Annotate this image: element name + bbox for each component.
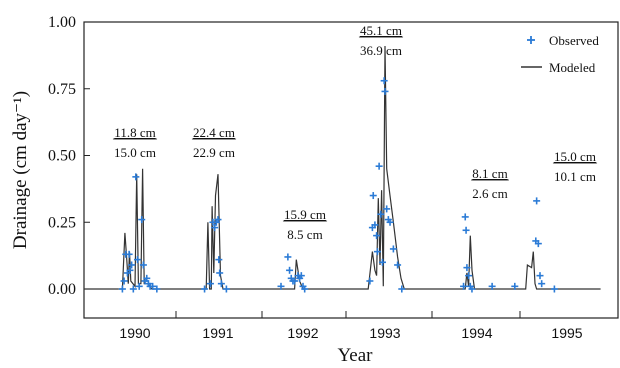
- annotation-observed-total: 15.9 cm: [284, 207, 326, 222]
- observed-point: [132, 173, 140, 181]
- observed-point: [211, 224, 219, 232]
- x-tick-label: 1995: [551, 325, 582, 341]
- observed-point: [398, 285, 406, 293]
- observed-point: [463, 264, 471, 272]
- y-axis: 0.00 0.25 0.50 0.75 1.00: [48, 14, 90, 298]
- observed-point: [511, 282, 519, 290]
- observed-point: [381, 87, 389, 95]
- y-tick-label: 1.00: [48, 14, 76, 31]
- y-tick-label: 0.75: [48, 81, 76, 98]
- observed-point: [216, 269, 224, 277]
- observed-point: [462, 226, 470, 234]
- observed-point: [153, 285, 161, 293]
- observed-point: [538, 280, 546, 288]
- legend-observed-label: Observed: [549, 33, 599, 48]
- observed-point: [378, 258, 386, 266]
- annotation-modeled-total: 8.5 cm: [287, 227, 322, 242]
- observed-point: [533, 197, 541, 205]
- observed-point: [214, 216, 222, 224]
- observed-point: [126, 266, 134, 274]
- observed-point: [536, 272, 544, 280]
- observed-point: [118, 285, 126, 293]
- observed-point: [375, 162, 383, 170]
- observed-point: [373, 232, 381, 240]
- observed-point: [550, 285, 558, 293]
- annotation-observed-total: 45.1 cm: [360, 23, 402, 38]
- observed-point: [134, 256, 142, 264]
- annotation-modeled-total: 15.0 cm: [114, 145, 156, 160]
- annual-total-annotations: 11.8 cm 15.0 cm 22.4 cm 22.9 cm 15.9 cm 8.5 c…: [112, 23, 598, 242]
- legend: Observed Modeled: [521, 33, 599, 75]
- x-axis: 1990 1991 1992 1993 1994 1995: [119, 311, 583, 341]
- observed-point: [120, 277, 128, 285]
- observed-point: [386, 218, 394, 226]
- observed-point: [291, 277, 299, 285]
- observed-point: [383, 205, 391, 213]
- observed-point: [465, 272, 473, 280]
- x-tick-label: 1991: [202, 325, 233, 341]
- x-tick-label: 1993: [369, 325, 400, 341]
- observed-point: [377, 210, 385, 218]
- annotation-observed-total: 11.8 cm: [114, 125, 155, 140]
- x-tick-label: 1992: [287, 325, 318, 341]
- observed-point: [371, 221, 379, 229]
- observed-point: [138, 216, 146, 224]
- x-axis-title: Year: [337, 345, 373, 366]
- observed-point: [135, 282, 143, 290]
- annotation-observed-total: 8.1 cm: [472, 166, 507, 181]
- legend-observed-marker: [527, 36, 535, 44]
- observed-point: [201, 285, 209, 293]
- observed-series: [118, 77, 558, 293]
- observed-point: [128, 261, 136, 269]
- observed-point: [366, 277, 374, 285]
- observed-point: [534, 240, 542, 248]
- plot-area: [83, 21, 619, 319]
- observed-point: [217, 280, 225, 288]
- observed-point: [149, 282, 157, 290]
- x-tick-label: 1990: [119, 325, 150, 341]
- y-axis-title: Drainage (cm day⁻¹): [10, 91, 31, 249]
- observed-point: [460, 282, 468, 290]
- annotation-modeled-total: 36.9 cm: [360, 43, 402, 58]
- y-tick-label: 0.25: [48, 214, 76, 231]
- y-tick-label: 0.50: [48, 148, 76, 165]
- observed-point: [125, 250, 133, 258]
- x-tick-label: 1994: [461, 325, 492, 341]
- observed-point: [284, 253, 292, 261]
- annotation-modeled-total: 10.1 cm: [554, 169, 596, 184]
- observed-point: [206, 280, 214, 288]
- annotation-observed-total: 15.0 cm: [554, 149, 596, 164]
- legend-modeled-label: Modeled: [549, 60, 596, 75]
- observed-point: [369, 192, 377, 200]
- observed-point: [215, 256, 223, 264]
- observed-point: [461, 213, 469, 221]
- observed-point: [297, 272, 305, 280]
- y-tick-label: 0.00: [48, 281, 76, 298]
- observed-point: [129, 285, 137, 293]
- observed-point: [373, 248, 381, 256]
- observed-point: [468, 285, 476, 293]
- observed-point: [380, 77, 388, 85]
- observed-point: [277, 282, 285, 290]
- observed-point: [143, 274, 151, 282]
- observed-point: [389, 245, 397, 253]
- annotation-observed-total: 22.4 cm: [193, 125, 235, 140]
- observed-point: [139, 261, 147, 269]
- annotation-modeled-total: 22.9 cm: [193, 145, 235, 160]
- annotation-modeled-total: 2.6 cm: [472, 186, 507, 201]
- observed-point: [222, 285, 230, 293]
- observed-point: [301, 285, 309, 293]
- observed-point: [286, 266, 294, 274]
- observed-point: [488, 282, 496, 290]
- observed-point: [394, 261, 402, 269]
